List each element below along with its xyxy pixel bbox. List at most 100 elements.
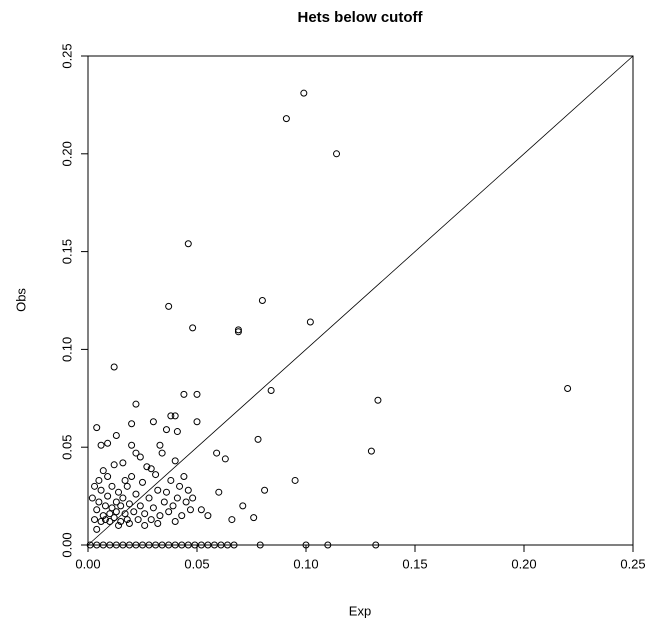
point	[169, 502, 177, 510]
point	[104, 492, 112, 500]
plot-frame	[87, 55, 634, 546]
point	[88, 494, 96, 502]
point	[93, 506, 101, 514]
point	[101, 502, 109, 510]
point	[121, 510, 129, 518]
point	[110, 461, 118, 469]
x-tick-label: 0.05	[184, 556, 209, 571]
point	[210, 541, 218, 549]
point	[139, 478, 146, 486]
point	[101, 516, 109, 524]
point	[147, 516, 155, 524]
point	[110, 363, 118, 371]
point	[95, 498, 103, 506]
y-tick-label: 0.00	[59, 532, 74, 557]
x-axis-label: Exp	[349, 603, 371, 618]
x-tick-label: 0.20	[511, 556, 536, 571]
point	[230, 541, 238, 549]
y-axis-label: Obs	[13, 288, 28, 312]
point	[189, 324, 197, 332]
point	[254, 435, 262, 443]
y-tick-label: 0.20	[59, 141, 74, 166]
point	[128, 441, 136, 449]
y-tick-label: 0.25	[59, 43, 74, 68]
point	[256, 541, 264, 549]
point	[167, 412, 175, 420]
point	[186, 506, 194, 514]
point	[171, 412, 179, 420]
point	[106, 510, 114, 518]
point	[104, 439, 112, 447]
point	[112, 508, 120, 516]
point	[123, 516, 131, 524]
point	[132, 490, 140, 498]
point	[104, 473, 112, 481]
point	[215, 488, 223, 496]
point	[93, 541, 101, 549]
point	[184, 240, 192, 248]
point	[119, 494, 127, 502]
point	[145, 541, 153, 549]
point	[99, 512, 107, 520]
point	[167, 476, 175, 484]
point	[128, 473, 136, 481]
point	[141, 510, 149, 518]
point	[158, 541, 166, 549]
point	[224, 541, 232, 549]
point	[234, 326, 242, 334]
point	[123, 482, 131, 490]
point	[112, 541, 120, 549]
point	[250, 514, 258, 522]
point	[184, 486, 192, 494]
point	[145, 494, 153, 502]
point	[132, 449, 140, 457]
point	[182, 498, 190, 506]
point	[171, 457, 179, 465]
point	[93, 424, 101, 432]
point	[165, 302, 173, 310]
point	[95, 476, 103, 484]
point	[149, 504, 157, 512]
point	[93, 525, 101, 533]
point	[213, 449, 221, 457]
point	[171, 518, 179, 526]
point	[374, 396, 382, 404]
point	[97, 441, 105, 449]
point	[180, 473, 188, 481]
point	[117, 518, 125, 526]
point	[152, 541, 160, 549]
point	[108, 482, 116, 490]
point	[141, 521, 149, 529]
point	[97, 518, 105, 526]
point	[160, 498, 168, 506]
point	[119, 459, 127, 467]
point	[115, 488, 123, 496]
point	[97, 486, 105, 494]
point	[162, 488, 170, 496]
point	[173, 494, 181, 502]
point	[125, 541, 133, 549]
chart-title: Hets below cutoff	[297, 9, 423, 26]
point	[125, 500, 133, 508]
y-tick-label: 0.15	[59, 239, 74, 264]
point	[193, 418, 201, 426]
point	[117, 502, 125, 510]
point	[217, 541, 225, 549]
point	[165, 541, 173, 549]
point	[173, 428, 181, 436]
point	[99, 467, 107, 475]
point	[99, 541, 107, 549]
point	[189, 494, 197, 502]
y-tick-label: 0.05	[59, 435, 74, 460]
point	[147, 465, 155, 473]
point	[132, 400, 140, 408]
point	[130, 508, 138, 516]
point	[333, 150, 341, 158]
point	[134, 516, 142, 524]
point	[239, 502, 247, 510]
point	[300, 89, 308, 97]
point	[197, 541, 205, 549]
point	[136, 453, 144, 461]
reference-line	[87, 55, 634, 546]
point	[191, 541, 199, 549]
